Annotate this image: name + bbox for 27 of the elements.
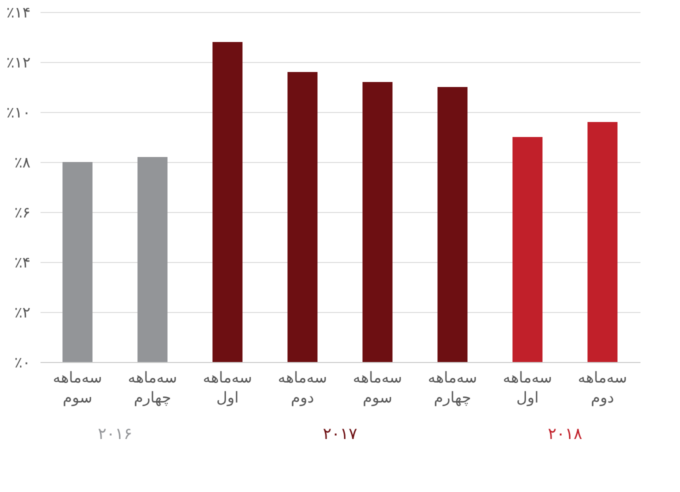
text: ۲۰۱۶ [98, 424, 132, 443]
y-tick-label: ٪۸ [14, 154, 30, 172]
x-tick-label: سه‌ماهه دوم [578, 368, 628, 406]
x-tick-label: سه‌ماهه سوم [352, 368, 402, 406]
y-tick-label: ٪۲ [14, 304, 30, 322]
y-tick-label: ٪۱۰ [6, 104, 30, 122]
bar [438, 87, 468, 362]
y-tick-label: ٪۱۲ [6, 54, 30, 72]
bar [288, 72, 318, 362]
bar [212, 42, 242, 362]
bar [62, 162, 92, 362]
bar [362, 82, 392, 362]
bar [138, 157, 168, 362]
text: ۲۰۱۸ [548, 424, 583, 443]
text: ۲۰۱۷ [322, 424, 358, 443]
bar [512, 137, 542, 362]
bar [588, 122, 618, 362]
x-tick-label: سه‌ماهه چهارم [128, 368, 178, 406]
y-tick-label: ٪۶ [14, 204, 30, 222]
y-tick-label: ٪۰ [14, 354, 30, 372]
x-tick-label: سه‌ماهه سوم [52, 368, 102, 406]
x-tick-label: سه‌ماهه اول [202, 368, 252, 406]
x-tick-label: سه‌ماهه چهارم [428, 368, 478, 406]
y-tick-label: ٪۴ [14, 254, 30, 272]
y-tick-label: ٪۱۴ [6, 4, 30, 22]
x-tick-label: سه‌ماهه دوم [278, 368, 328, 406]
x-tick-label: سه‌ماهه اول [502, 368, 552, 406]
